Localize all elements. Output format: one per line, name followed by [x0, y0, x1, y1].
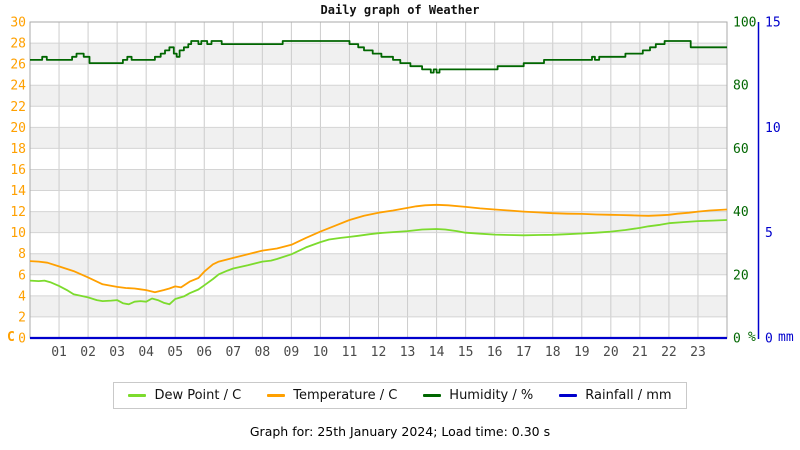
left-axis-tick-label: 20: [10, 121, 26, 136]
legend-item-dew-point: Dew Point / C: [128, 388, 241, 403]
x-axis-tick-label: 12: [371, 345, 387, 360]
rain-axis-tick-label: 10: [765, 121, 781, 136]
rain-axis-tick-label: 5: [765, 226, 773, 241]
humidity-axis-tick-label: 100: [733, 16, 756, 31]
legend-swatch-dew-point: [128, 394, 147, 397]
legend-label: Humidity / %: [449, 388, 534, 403]
left-axis-tick-label: 2: [18, 310, 26, 325]
humidity-axis-tick-label: 40: [733, 205, 749, 220]
left-axis-tick-label: 10: [10, 226, 26, 241]
x-axis-tick-label: 11: [342, 345, 358, 360]
legend-label: Rainfall / mm: [585, 388, 672, 403]
x-axis-tick-label: 08: [255, 345, 271, 360]
left-axis-tick-label: 0: [18, 332, 26, 347]
x-axis-tick-label: 05: [167, 345, 183, 360]
rain-axis-tick-label: 15: [765, 16, 781, 31]
x-axis-tick-label: 04: [138, 345, 154, 360]
legend-label: Dew Point / C: [154, 388, 242, 403]
graph-footer: Graph for: 25th January 2024; Load time:…: [249, 424, 551, 439]
x-axis-tick-label: 15: [458, 345, 474, 360]
x-axis-tick-label: 10: [313, 345, 329, 360]
x-axis-tick-label: 21: [632, 345, 648, 360]
left-axis-tick-label: 8: [18, 247, 26, 262]
rain-axis-unit: mm: [778, 330, 794, 345]
x-axis-tick-label: 20: [603, 345, 619, 360]
chart-title: Daily graph of Weather: [320, 3, 480, 17]
legend-item-temperature: Temperature / C: [267, 388, 397, 403]
rain-axis-tick-label: 0: [765, 332, 773, 347]
left-axis-tick-label: 30: [10, 16, 26, 31]
humidity-axis-tick-label: 20: [733, 268, 749, 283]
legend-box: Dew Point / C Temperature / C Humidity / %…: [113, 382, 687, 409]
x-axis-tick-label: 13: [400, 345, 416, 360]
x-axis-tick-label: 03: [109, 345, 125, 360]
left-axis-tick-label: 28: [10, 37, 26, 52]
left-axis-unit: C: [7, 330, 15, 345]
legend-item-humidity: Humidity / %: [423, 388, 533, 403]
x-axis-tick-label: 14: [429, 345, 445, 360]
left-axis-tick-label: 24: [10, 79, 26, 94]
x-axis-tick-label: 16: [487, 345, 503, 360]
humidity-axis-tick-label: 0: [733, 332, 741, 347]
legend-swatch-rainfall: [559, 394, 578, 397]
x-axis-tick-label: 23: [690, 345, 706, 360]
x-axis-tick-label: 01: [51, 345, 67, 360]
left-axis-tick-label: 4: [18, 289, 26, 304]
left-axis-tick-label: 14: [10, 184, 26, 199]
legend-item-rainfall: Rainfall / mm: [559, 388, 672, 403]
x-axis-tick-label: 09: [284, 345, 300, 360]
x-axis-tick-label: 02: [80, 345, 96, 360]
legend-swatch-humidity: [423, 394, 442, 397]
x-axis-tick-label: 19: [574, 345, 590, 360]
x-axis-tick-label: 06: [196, 345, 212, 360]
left-axis-tick-label: 16: [10, 163, 26, 178]
left-axis-tick-label: 18: [10, 142, 26, 157]
left-axis-tick-label: 26: [10, 58, 26, 73]
left-axis-tick-label: 6: [18, 268, 26, 283]
left-axis-tick-label: 12: [10, 205, 26, 220]
legend-swatch-temperature: [267, 394, 286, 397]
humidity-axis-tick-label: 60: [733, 142, 749, 157]
series-temperature-line: [29, 203, 728, 294]
left-axis-tick-label: 22: [10, 100, 26, 115]
series-dew-point-line: [29, 219, 728, 306]
x-axis-tick-label: 18: [545, 345, 561, 360]
x-axis-tick-label: 22: [661, 345, 677, 360]
x-axis-tick-label: 07: [225, 345, 241, 360]
chart-legend: Dew Point / C Temperature / C Humidity / %…: [0, 382, 800, 409]
x-axis-tick-label: 17: [516, 345, 532, 360]
humidity-axis-tick-label: 80: [733, 79, 749, 94]
series-humidity-line: [30, 40, 727, 74]
humidity-axis-unit: %: [748, 330, 756, 345]
legend-label: Temperature / C: [293, 388, 398, 403]
